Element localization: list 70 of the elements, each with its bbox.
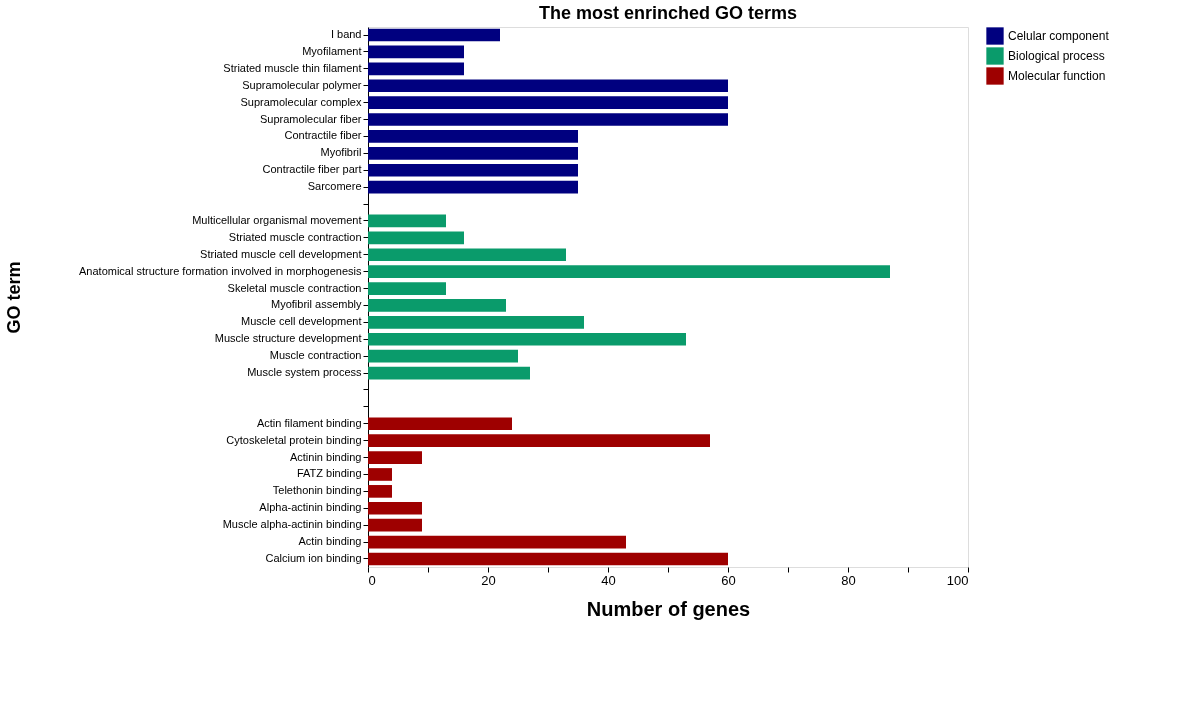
y-axis-title: GO term [3,261,24,334]
y-tick-label: Multicellular organismal movement [192,213,362,226]
x-axis-title: Number of genes [586,597,751,620]
y-tick-label: Myofibril [320,146,362,159]
bar [368,451,422,464]
y-tick-label: Muscle system process [247,366,362,379]
bar [368,535,626,549]
bar [368,79,728,93]
bar [368,28,500,42]
bar [368,180,578,194]
y-tick-label: Muscle structure development [214,332,362,345]
x-tick-label: 60 [721,572,736,588]
bar [368,147,578,160]
y-tick-label: I band [330,28,362,41]
y-tick-label: Contractile fiber part [262,163,362,176]
bar [368,417,512,431]
y-tick-label: Skeletal muscle contraction [227,281,362,294]
bar [368,485,392,498]
x-tick-label: 20 [481,572,496,588]
bar [368,265,890,278]
y-tick-label: Muscle contraction [269,349,362,362]
bar [368,316,584,329]
bar [368,468,392,481]
y-tick-label: Sarcomere [307,180,362,193]
y-tick-label: Anatomical structure formation involved in morphogenesis [79,264,362,277]
x-tick-label: 80 [841,572,856,588]
legend-label: Molecular function [1008,69,1106,83]
bar [368,231,464,245]
y-tick-label: Telethonin binding [272,484,362,497]
y-tick-label: Actinin binding [289,450,362,463]
y-tick-label: Striated muscle thin filament [223,61,362,74]
bar [368,214,446,228]
bar [368,299,506,312]
bar [368,501,422,515]
legend-label: Celular component [1008,29,1110,43]
chart-title: The most enrinched GO terms [538,3,798,23]
y-tick-label: Actin filament binding [256,416,362,429]
y-tick-label: FATZ binding [296,467,362,480]
y-tick-label: Muscle alpha-actinin binding [222,518,362,531]
y-tick-label: Calcium ion binding [265,551,362,564]
y-tick-label: Myofibril assembly [271,298,362,311]
bar [368,349,518,363]
bar [368,163,578,177]
bar [368,248,566,262]
y-tick-label: Muscle cell development [241,315,362,328]
bar [368,96,728,109]
y-tick-label: Striated muscle contraction [228,230,362,243]
y-tick-label: Striated muscle cell development [200,247,362,260]
bar [368,518,422,532]
y-tick-label: Supramolecular complex [240,95,362,108]
y-tick-label: Cytoskeletal protein binding [226,433,362,446]
bar [368,366,530,380]
bar [368,62,464,76]
bar [368,45,464,59]
y-tick-label: Supramolecular polymer [242,78,362,91]
y-tick-label: Contractile fiber [284,129,362,142]
x-tick-label: 40 [601,572,616,588]
legend-label: Biological process [1008,49,1105,63]
y-tick-label: Alpha-actinin binding [259,501,362,514]
x-tick-label: 0 [368,572,376,588]
y-tick-label: Myofilament [302,44,362,57]
bar [368,332,686,346]
bar [368,130,578,143]
y-tick-label: Supramolecular fiber [260,112,362,125]
bar [368,552,728,566]
bar [368,434,710,447]
y-tick-label: Actin binding [298,535,362,548]
bar [368,113,728,126]
bar [368,282,446,295]
x-tick-label: 100 [946,572,969,588]
